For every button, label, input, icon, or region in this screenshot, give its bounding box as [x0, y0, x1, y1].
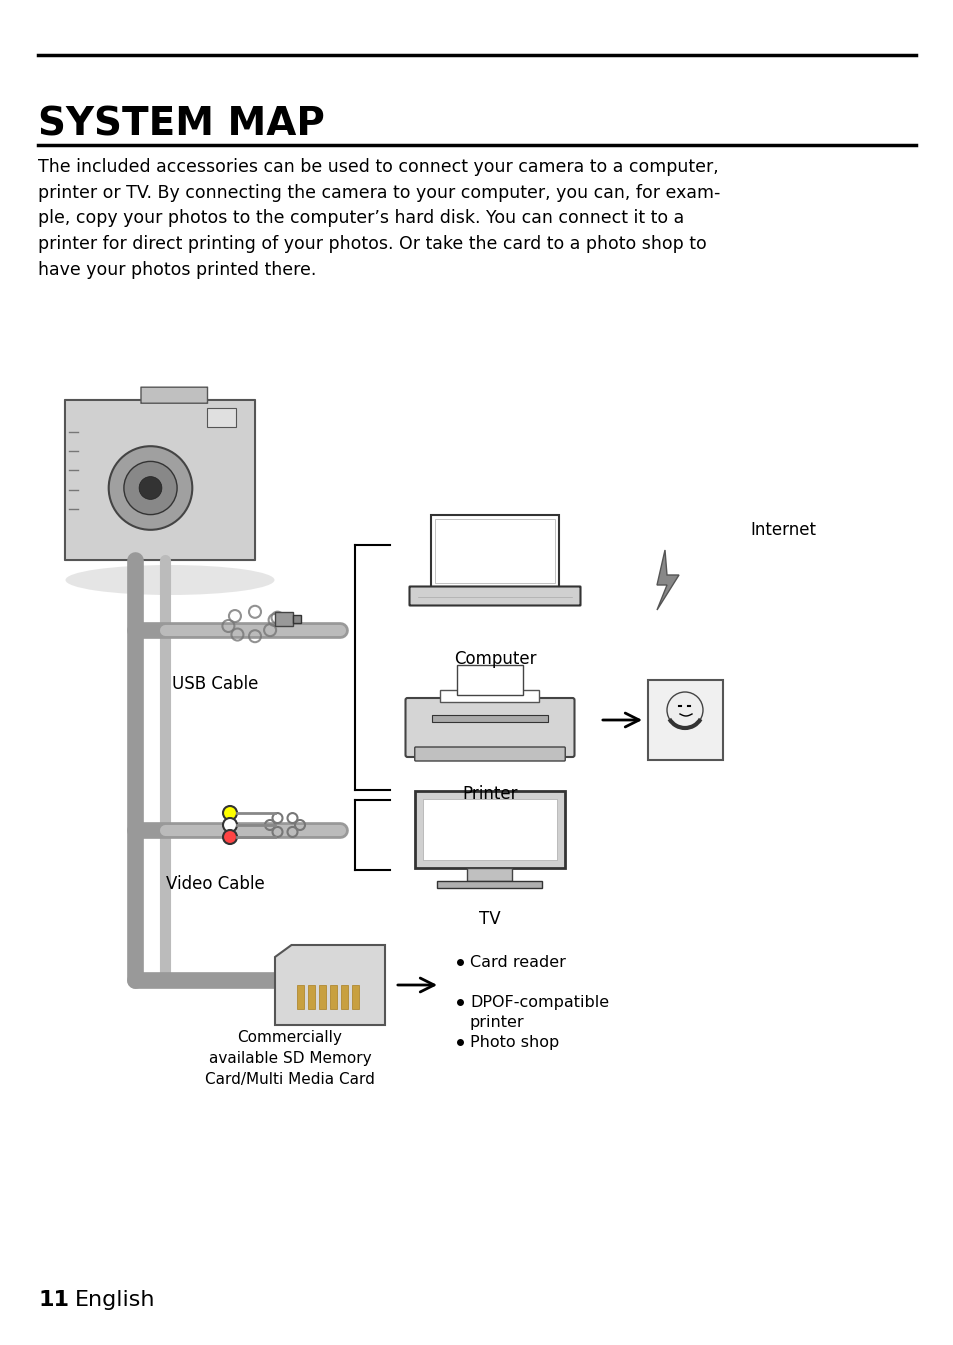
Bar — [435, 519, 554, 582]
Text: USB Cable: USB Cable — [172, 675, 258, 693]
Bar — [318, 985, 325, 1009]
Bar — [340, 985, 347, 1009]
Text: TV: TV — [478, 909, 500, 928]
FancyBboxPatch shape — [65, 399, 254, 560]
Text: Internet: Internet — [749, 521, 815, 539]
Text: Printer: Printer — [462, 785, 517, 803]
Bar — [440, 690, 539, 702]
Polygon shape — [657, 550, 679, 611]
Text: Card reader: Card reader — [470, 955, 565, 970]
Bar — [422, 799, 557, 859]
Text: DPOF-compatible
printer: DPOF-compatible printer — [470, 995, 608, 1030]
Text: 11: 11 — [38, 1290, 69, 1310]
Text: The included accessories can be used to connect your camera to a computer,
print: The included accessories can be used to … — [38, 157, 720, 278]
Text: SYSTEM MAP: SYSTEM MAP — [38, 105, 325, 143]
Bar — [437, 881, 542, 889]
Bar — [296, 985, 303, 1009]
Text: Photo shop: Photo shop — [470, 1036, 558, 1050]
FancyBboxPatch shape — [141, 387, 208, 404]
Bar — [432, 716, 547, 722]
Circle shape — [223, 830, 236, 845]
FancyBboxPatch shape — [415, 746, 565, 761]
Bar — [415, 791, 564, 868]
FancyBboxPatch shape — [405, 698, 574, 757]
Circle shape — [223, 806, 236, 820]
FancyArrowPatch shape — [397, 978, 434, 993]
Bar — [467, 868, 512, 881]
Polygon shape — [274, 946, 385, 1025]
Circle shape — [109, 447, 193, 530]
Bar — [330, 985, 336, 1009]
Bar — [308, 985, 314, 1009]
Bar — [647, 681, 722, 760]
Bar — [456, 664, 522, 695]
Text: Commercially
available SD Memory
Card/Multi Media Card: Commercially available SD Memory Card/Mu… — [205, 1030, 375, 1087]
FancyArrowPatch shape — [602, 713, 639, 726]
Text: Video Cable: Video Cable — [166, 876, 264, 893]
Bar — [431, 515, 558, 586]
Circle shape — [124, 461, 177, 515]
Circle shape — [666, 691, 702, 728]
Circle shape — [139, 476, 162, 499]
Text: Computer: Computer — [454, 650, 536, 668]
Circle shape — [223, 818, 236, 833]
Bar — [274, 612, 293, 625]
Bar — [352, 985, 358, 1009]
Bar — [293, 615, 301, 623]
Text: English: English — [75, 1290, 155, 1310]
FancyBboxPatch shape — [409, 586, 579, 605]
Ellipse shape — [66, 565, 274, 594]
Bar — [208, 408, 235, 428]
